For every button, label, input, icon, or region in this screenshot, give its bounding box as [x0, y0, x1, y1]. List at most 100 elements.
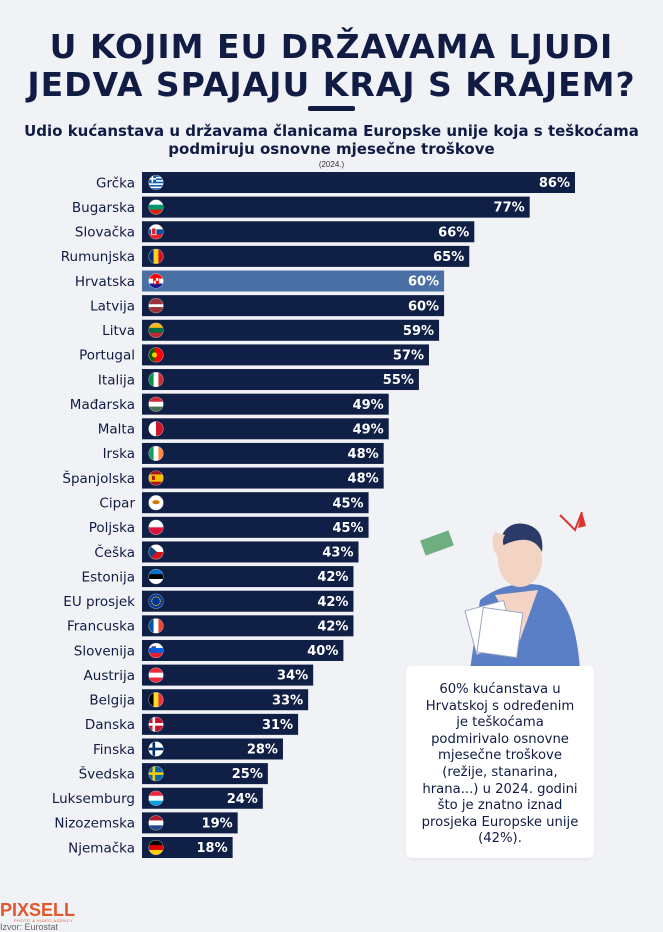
bar: [142, 369, 419, 391]
finland-flag-icon: [148, 741, 164, 757]
flag-ring: [148, 692, 164, 708]
netherlands-flag-icon: [148, 815, 164, 831]
bar: [142, 713, 299, 735]
value-label: 45%: [332, 521, 363, 536]
value-label: 49%: [353, 422, 384, 437]
logo-tagline: PHOTO & VIDEO AGENCY: [14, 918, 74, 923]
country-label: Litva: [102, 323, 135, 339]
value-label: 33%: [272, 693, 303, 708]
country-label: Latvija: [90, 298, 135, 314]
country-label: Irska: [103, 446, 135, 462]
flag-ring: [148, 371, 164, 388]
info-callout-text: 60% kućanstava u Hrvatskoj s određenim j…: [421, 682, 579, 847]
italy-flag-icon: [148, 372, 164, 387]
value-label: 34%: [277, 669, 308, 684]
country-label: Austrija: [84, 668, 135, 684]
croatia-flag-icon: [148, 273, 164, 289]
bar: [142, 344, 429, 366]
value-label: 42%: [317, 570, 348, 585]
bar: [142, 689, 309, 711]
pixsell-logo: PIXSELL: [0, 900, 76, 920]
value-label: 77%: [494, 201, 525, 216]
cyprus-flag-icon: [148, 495, 164, 510]
value-label: 45%: [332, 496, 363, 511]
country-label: Danska: [85, 717, 135, 733]
bar: [142, 837, 233, 859]
value-label: 42%: [317, 619, 348, 634]
bar: [142, 295, 445, 317]
country-label: Slovačka: [75, 225, 135, 241]
flag-ring: [148, 593, 164, 609]
latvia-flag-icon: [148, 298, 164, 313]
title-line-2: JEDVA SPAJAJU KRAJ S KRAJEM?: [27, 65, 636, 104]
flag-ring: [148, 790, 164, 806]
flag-ring: [148, 322, 164, 338]
country-label: Švedska: [79, 764, 135, 782]
country-label: Luksemburg: [52, 791, 135, 807]
country-label: Cipar: [99, 495, 135, 511]
country-label: Francuska: [67, 619, 135, 635]
value-label: 49%: [353, 398, 384, 413]
flag-ring: [148, 347, 164, 363]
flag-ring: [148, 618, 164, 634]
value-label: 59%: [403, 324, 434, 339]
title-line-1: U KOJIM EU DRŽAVAMA LJUDI: [49, 27, 614, 66]
value-label: 28%: [247, 743, 278, 758]
bar: [142, 763, 268, 785]
stressed-person-illustration: [420, 511, 586, 670]
country-label: EU prosjek: [63, 594, 135, 610]
country-label: Belgija: [89, 693, 135, 709]
bar: [142, 319, 440, 341]
value-label: 18%: [197, 841, 228, 856]
flag-ring: [148, 568, 164, 585]
country-label: Nizozemska: [54, 816, 135, 832]
bar: [142, 196, 530, 218]
bar-chart: Grčka 86% Bugarska 77% Slovačka 66% Rumunjska 6…: [52, 172, 575, 859]
flag-ring: [148, 667, 164, 683]
flag-ring: [148, 174, 164, 191]
austria-flag-icon: [148, 667, 164, 683]
country-label: Španjolska: [62, 469, 135, 487]
bar: [142, 172, 575, 193]
country-label: Portugal: [79, 348, 135, 364]
czechia-flag-icon: [148, 544, 164, 560]
bar: [142, 615, 354, 637]
source-note: Izvor: Eurostat: [0, 922, 59, 932]
luxembourg-flag-icon: [148, 790, 164, 806]
flag-ring: [148, 716, 164, 732]
bar: [142, 639, 344, 661]
country-label: Bugarska: [72, 200, 135, 216]
value-label: 31%: [262, 718, 293, 733]
flag-ring: [148, 396, 164, 412]
value-label: 43%: [322, 546, 353, 561]
flag-ring: [148, 642, 164, 659]
flag-ring: [148, 544, 164, 560]
flag-ring: [148, 248, 164, 264]
flag-ring: [148, 839, 164, 856]
page-title: U KOJIM EU DRŽAVAMA LJUDI JEDVA SPAJAJU …: [0, 28, 663, 104]
flag-ring: [148, 519, 164, 535]
bar: [142, 442, 384, 464]
flag-ring: [148, 199, 164, 215]
country-label: Italija: [98, 372, 135, 388]
flag-ring: [148, 741, 164, 757]
value-label: 42%: [317, 595, 348, 610]
bar: [142, 393, 389, 415]
bulgaria-flag-icon: [148, 199, 164, 215]
slovenia-flag-icon: [148, 643, 164, 658]
value-label: 48%: [348, 447, 379, 462]
denmark-flag-icon: [148, 717, 164, 732]
flag-ring: [148, 298, 164, 314]
value-label: 65%: [433, 250, 464, 265]
bar: [142, 787, 263, 809]
bar: [142, 418, 389, 440]
value-label: 60%: [408, 275, 439, 290]
value-label: 48%: [348, 472, 379, 487]
bar: [142, 221, 475, 243]
portugal-flag-icon: [148, 347, 164, 363]
bar: [142, 467, 384, 489]
country-label: Rumunjska: [61, 249, 135, 265]
hungary-flag-icon: [148, 396, 164, 412]
france-flag-icon: [148, 618, 164, 634]
bar: [142, 516, 369, 538]
